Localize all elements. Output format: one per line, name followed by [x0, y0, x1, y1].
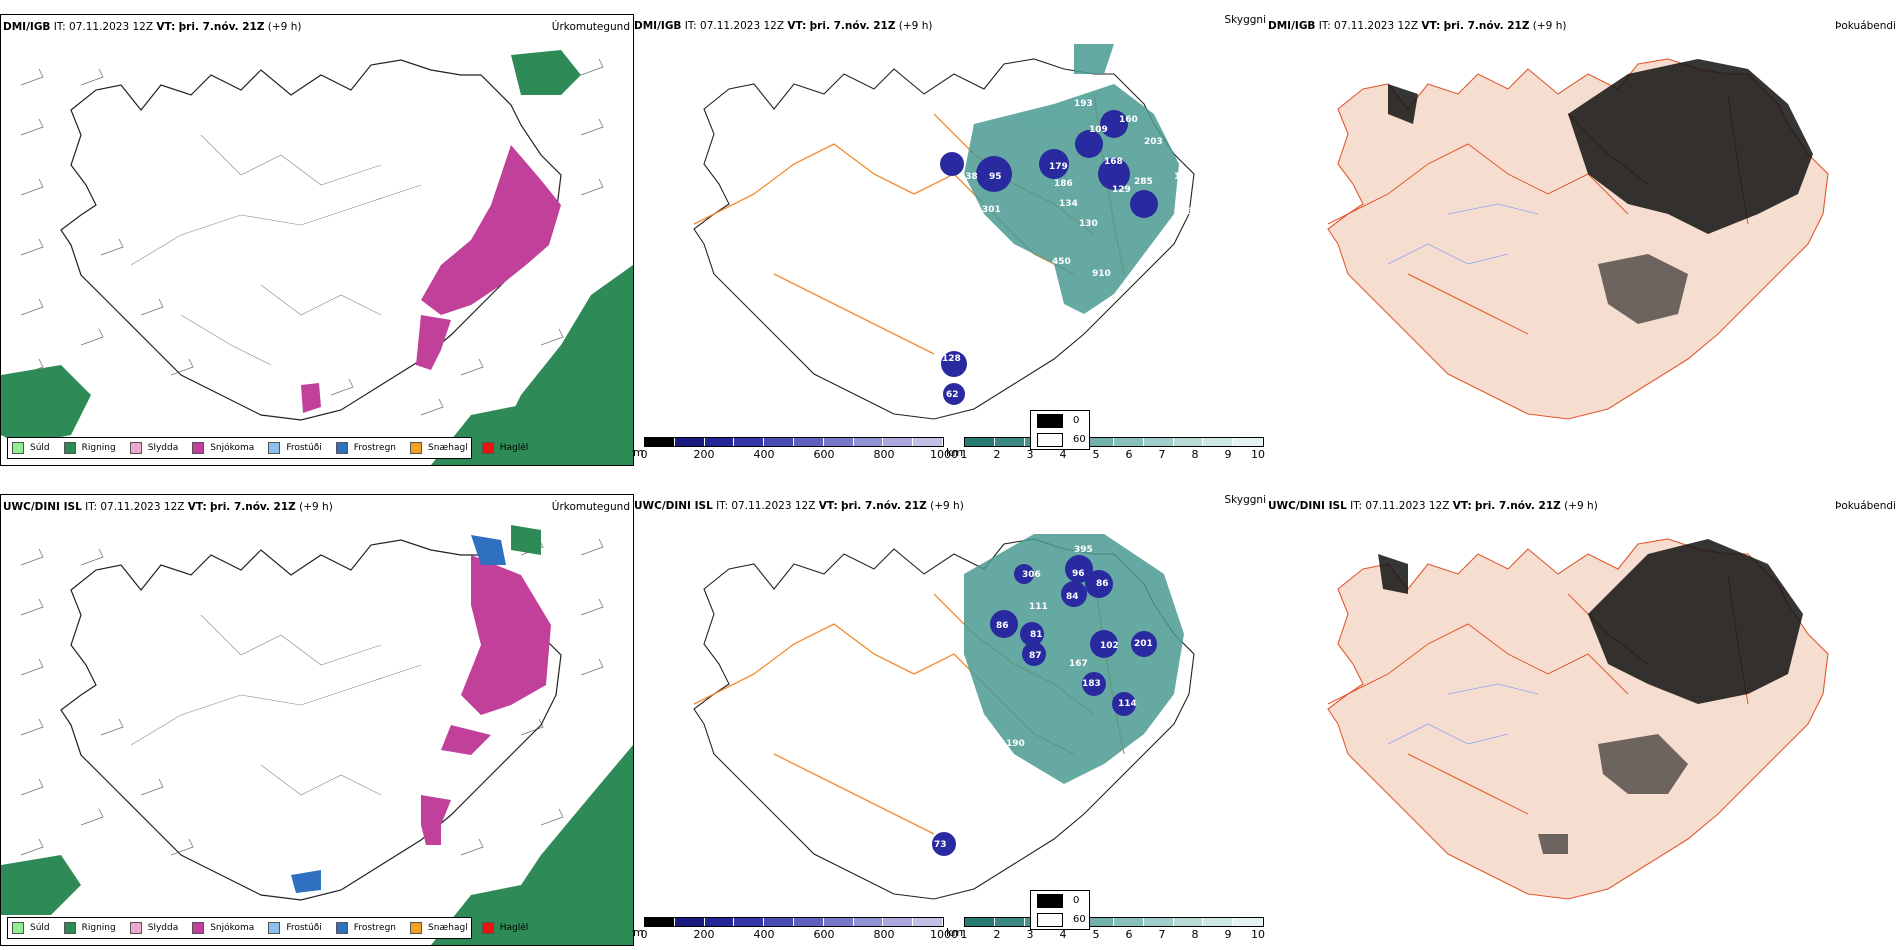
legend-item-rigning: Rigning [63, 922, 116, 934]
vis-label: 81 [1030, 630, 1043, 640]
legend-item-snaehagl: Snæhagl [410, 442, 468, 454]
row-2: UWC/DINI ISL IT: 07.11.2023 12Z VT: þri.… [0, 480, 1900, 950]
legend-item-haglel: Haglél [481, 442, 528, 454]
vis-label: 285 [1134, 177, 1153, 187]
panel-title-1: DMI/IGB IT: 07.11.2023 12Z VT: þri. 7.nó… [3, 21, 302, 33]
vis-label: 114 [1118, 699, 1137, 709]
fog-map-2 [1327, 538, 1829, 900]
vis-label: 186 [1054, 179, 1073, 189]
legend-item-frostregn: Frostregn [335, 442, 396, 454]
vis-label: 134 [1059, 199, 1078, 209]
row-1: DMI/IGB IT: 07.11.2023 12Z VT: þri. 7.nó… [0, 0, 1900, 470]
legend-item-sudd: Súld [12, 922, 50, 934]
legend-item-snjokoma: Snjókoma [192, 442, 254, 454]
legend-item-sudd: Súld [12, 442, 50, 454]
vis-label: 128 [942, 354, 961, 364]
panel-type-label-1: Úrkomutegund [551, 21, 630, 33]
vis-label: 203 [1144, 137, 1163, 147]
vis-label: 183 [1082, 679, 1101, 689]
vis-label: 84 [1066, 592, 1079, 602]
vis-label: 73 [934, 840, 947, 850]
rain-areas [1, 50, 633, 465]
fog-legend-1: 0 60 [1030, 410, 1090, 450]
km-colorbar-1: km 1 2 3 4 5 6 7 8 9 10 [946, 437, 1265, 461]
vis-label: 330 [1064, 312, 1083, 322]
vis-label: 301 [982, 205, 1001, 215]
legend-item-slydda: Slydda [129, 922, 178, 934]
panel-type-label-5: Skyggni [1224, 494, 1267, 506]
vis-label: 102 [1100, 641, 1119, 651]
panel-type-label-3: Þokuábendi [1835, 20, 1896, 32]
legend-item-haglel: Haglél [481, 922, 528, 934]
fog-panel-2: UWC/DINI ISL IT: 07.11.2023 12Z VT: þri.… [1030, 494, 1900, 944]
panel-title-3: DMI/IGB IT: 07.11.2023 12Z VT: þri. 7.nó… [1268, 20, 1567, 32]
vis-label: 129 [1112, 185, 1131, 195]
vis-label: 86 [1096, 579, 1109, 589]
visibility-map-1: 95 179 186 301 238 109 160 193 168 203 2… [693, 44, 1195, 420]
vis-label: 193 [1074, 99, 1093, 109]
vis-label: 86 [996, 621, 1009, 631]
legend-item-frostudi: Frostúði [268, 922, 322, 934]
vis-label: 109 [1089, 125, 1108, 135]
legend-item-frostudi: Frostúði [268, 442, 322, 454]
vis-label: 87 [1029, 651, 1042, 661]
panel-type-label-6: Þokuábendi [1835, 500, 1896, 512]
vis-label: 106 [1174, 207, 1193, 217]
legend-item-slydda: Slydda [129, 442, 178, 454]
vis-label: 201 [1134, 639, 1153, 649]
vis-value-labels: 95 179 186 301 238 109 160 193 168 203 2… [942, 99, 1193, 400]
precip-panel-2: UWC/DINI ISL IT: 07.11.2023 12Z VT: þri.… [0, 494, 634, 946]
height-colorbar-1: m 0 200 400 600 800 1000 [633, 437, 958, 461]
panel-type-label-2: Skyggni [1224, 14, 1267, 26]
vis-label: 62 [946, 390, 959, 400]
panel-title-4: UWC/DINI ISL IT: 07.11.2023 12Z VT: þri.… [3, 501, 333, 513]
vis-label: 450 [1052, 257, 1071, 267]
vis-label: 130 [1079, 219, 1098, 229]
vis-label: 190 [1006, 739, 1025, 749]
fog-map-1 [1327, 58, 1829, 420]
km-colorbar-2: km 1 2 3 4 5 6 7 8 9 10 [946, 917, 1265, 941]
iceland-outline [60, 59, 562, 421]
vis-label: 96 [1072, 569, 1085, 579]
precip-legend-2: Súld Rigning Slydda Snjókoma Frostúði Fr… [7, 917, 528, 939]
precip-legend-1: Súld Rigning Slydda Snjókoma Frostúði Fr… [7, 437, 528, 459]
vis-label: 167 [1069, 659, 1088, 669]
panel-title-5: UWC/DINI ISL IT: 07.11.2023 12Z VT: þri.… [634, 500, 964, 512]
vis-label: 168 [1104, 157, 1123, 167]
vis-label: 910 [1092, 269, 1111, 279]
precip-map-2 [1, 525, 633, 945]
legend-item-frostregn: Frostregn [335, 922, 396, 934]
very-low-vis-areas [940, 110, 1158, 405]
precip-panel-1: DMI/IGB IT: 07.11.2023 12Z VT: þri. 7.nó… [0, 14, 634, 466]
snow-areas [301, 145, 561, 413]
visibility-map-2: 395 96 86 84 306 111 86 81 102 201 87 16… [693, 534, 1195, 900]
precip-map-1 [1, 50, 633, 465]
fog-panel-1: DMI/IGB IT: 07.11.2023 12Z VT: þri. 7.nó… [1030, 14, 1900, 464]
panel-type-label-4: Úrkomutegund [551, 501, 630, 513]
panel-title-2: DMI/IGB IT: 07.11.2023 12Z VT: þri. 7.nó… [634, 20, 933, 32]
legend-item-snjokoma: Snjókoma [192, 922, 254, 934]
height-colorbar-2: m 0 200 400 600 800 1000 [633, 917, 958, 941]
visibility-panel-2: 395 96 86 84 306 111 86 81 102 201 87 16… [633, 494, 1267, 944]
fog-areas [1388, 59, 1813, 324]
vis-label: 395 [1074, 545, 1093, 555]
vis-label: 137 [1174, 172, 1193, 182]
visibility-panel-1: 95 179 186 301 238 109 160 193 168 203 2… [633, 14, 1267, 464]
vis-label: 179 [1049, 162, 1068, 172]
fog-legend-2: 0 60 [1030, 890, 1090, 930]
vis-label: 160 [1119, 115, 1138, 125]
legend-item-rigning: Rigning [63, 442, 116, 454]
vis-label: 238 [959, 172, 978, 182]
vis-label: 111 [1029, 602, 1048, 612]
legend-item-snaehagl: Snæhagl [410, 922, 468, 934]
low-vis-areas [964, 44, 1179, 314]
vis-label: 306 [1022, 570, 1041, 580]
panel-title-6: UWC/DINI ISL IT: 07.11.2023 12Z VT: þri.… [1268, 500, 1598, 512]
vis-label: 95 [989, 172, 1002, 182]
